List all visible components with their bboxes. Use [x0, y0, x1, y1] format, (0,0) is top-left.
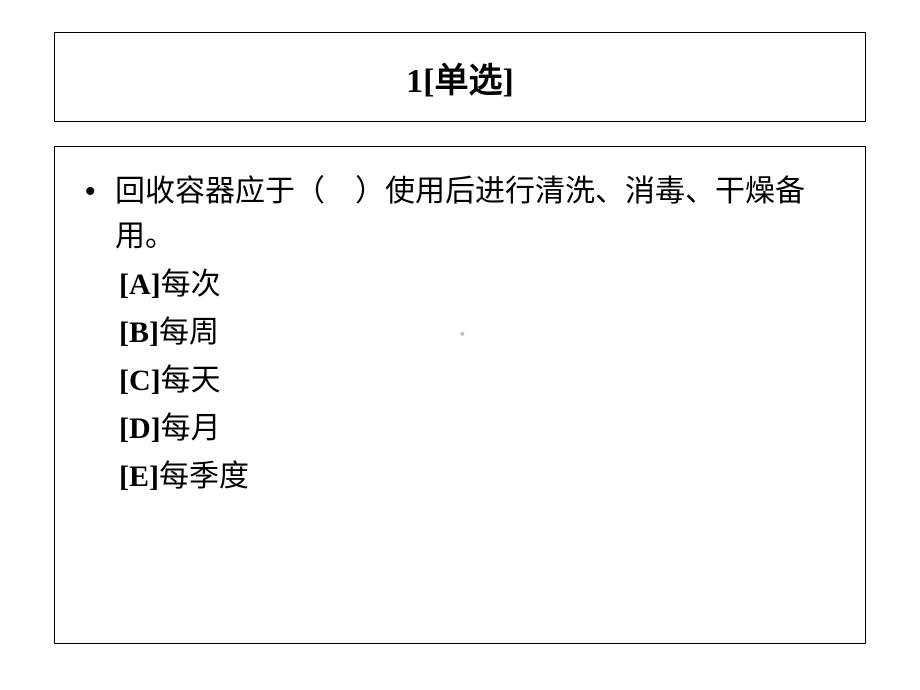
option-label: [B] [119, 316, 159, 349]
option-c: [C]每天 [119, 357, 837, 405]
content-box: 回收容器应于（ ）使用后进行清洗、消毒、干燥备用。 [A]每次 [B]每周 [C… [54, 146, 866, 644]
question-text: 回收容器应于（ ）使用后进行清洗、消毒、干燥备用。 [115, 169, 837, 259]
option-e: [E]每季度 [119, 453, 837, 501]
option-label: [C] [119, 364, 161, 397]
option-d: [D]每月 [119, 405, 837, 453]
option-text: 每周 [159, 316, 219, 349]
question-number: 1 [406, 63, 423, 100]
options-list: [A]每次 [B]每周 [C]每天 [D]每月 [E]每季度 [83, 261, 837, 501]
option-a: [A]每次 [119, 261, 837, 309]
option-label: [A] [119, 268, 161, 301]
option-b: [B]每周 [119, 309, 837, 357]
option-text: 每次 [161, 268, 221, 301]
option-text: 每季度 [159, 460, 249, 493]
option-label: [E] [119, 460, 159, 493]
watermark-dot: ▪ [460, 327, 466, 333]
option-text: 每天 [161, 364, 221, 397]
slide-title: 1[单选] [406, 53, 514, 102]
bullet-icon [83, 169, 115, 259]
question-row: 回收容器应于（ ）使用后进行清洗、消毒、干燥备用。 [83, 169, 837, 259]
option-text: 每月 [161, 412, 221, 445]
option-label: [D] [119, 412, 161, 445]
title-box: 1[单选] [54, 32, 866, 122]
question-type: [单选] [423, 63, 514, 100]
